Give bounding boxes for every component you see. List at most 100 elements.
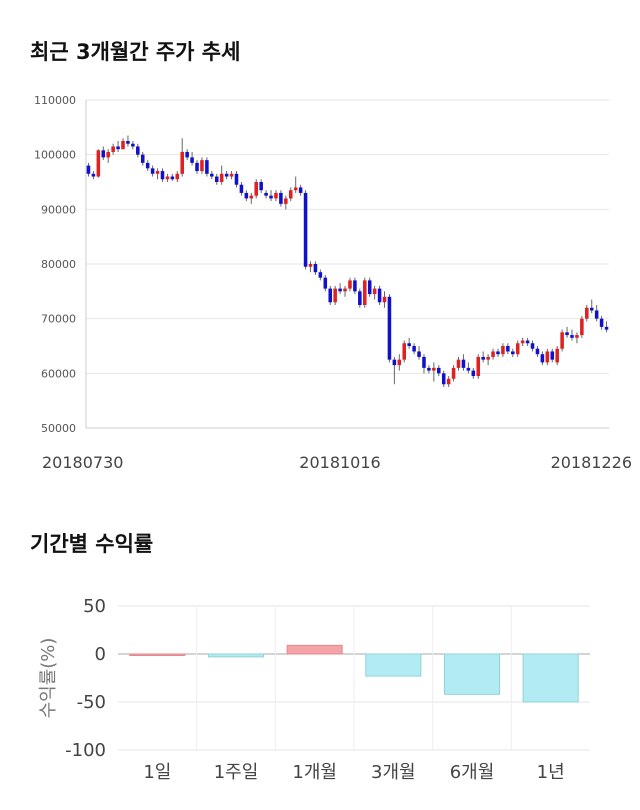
candle-body [604, 326, 609, 330]
candle-body [269, 195, 273, 199]
candle-body [456, 359, 461, 368]
candle-body [432, 367, 436, 371]
candle-body [200, 160, 204, 172]
candle-body [229, 173, 234, 177]
candle-body [140, 154, 145, 163]
candle-body [91, 173, 96, 177]
candle-body [333, 288, 337, 303]
x-tick-label: 20181016 [299, 453, 380, 472]
candle-body [165, 176, 170, 180]
candle-body [402, 343, 407, 360]
candle-body [284, 198, 288, 204]
candle-body [471, 370, 476, 377]
candle-body [249, 195, 254, 199]
candle-body [175, 173, 180, 180]
candle-body [486, 356, 490, 360]
candle-body [353, 280, 357, 292]
y-tick-label: 0 [95, 644, 106, 665]
candle-body [348, 280, 352, 289]
candle-body [530, 343, 535, 349]
candle-body [308, 264, 313, 267]
candle-body [461, 359, 466, 368]
candle-body [170, 176, 175, 180]
candle-body [205, 160, 209, 174]
x-tick-label: 20180730 [42, 453, 123, 472]
candle-body [422, 356, 426, 368]
candle-body [481, 356, 485, 360]
candle-body [343, 288, 347, 292]
candle-body [86, 165, 91, 174]
candle-body [476, 356, 481, 377]
candle-body [599, 318, 604, 327]
candle-body [323, 277, 328, 289]
candle-body [372, 288, 377, 295]
candle-body [338, 288, 342, 292]
candle-body [239, 184, 244, 193]
bar [286, 644, 343, 655]
candle-body [501, 346, 505, 355]
candle-body [116, 146, 120, 150]
candle-body [441, 373, 446, 385]
candle-body [131, 143, 135, 147]
candle-body [298, 187, 303, 193]
candle-body [446, 378, 451, 385]
candle-body [491, 351, 495, 357]
y-tick-label: 50000 [41, 422, 76, 435]
candle-body [313, 264, 318, 273]
x-tick-label: 1개월 [292, 762, 337, 783]
y-tick-label: 50 [83, 596, 106, 617]
candle-body [515, 343, 520, 355]
candle-body [550, 351, 555, 360]
candle-body [328, 288, 333, 303]
y-tick-label: 110000 [34, 94, 76, 107]
candle-body [367, 280, 372, 295]
y-tick-label: -50 [77, 692, 106, 713]
candle-body [279, 192, 283, 204]
candle-body [580, 318, 584, 336]
candle-body [155, 171, 160, 174]
candle-body [589, 307, 594, 311]
x-tick-label: 1일 [143, 762, 171, 783]
candle-body [303, 192, 308, 267]
bar [522, 653, 579, 703]
candle-body [560, 332, 564, 349]
candle-body [150, 168, 155, 174]
x-tick-label: 20181226 [551, 453, 632, 472]
candle-body [195, 162, 199, 172]
candle-body [318, 272, 323, 278]
candle-body [545, 351, 550, 363]
candle-body [451, 367, 456, 379]
candle-body [377, 288, 382, 303]
candle-body [387, 296, 392, 360]
candle-body [392, 359, 397, 366]
y-axis-label: 수익률(%) [38, 638, 59, 719]
candle-body [466, 367, 471, 371]
candle-body [362, 280, 367, 305]
candle-body [136, 146, 140, 155]
candle-body [565, 332, 569, 336]
candle-body [96, 150, 101, 177]
candle-body [224, 173, 229, 177]
candle-body [244, 192, 249, 199]
bar [129, 653, 186, 656]
period-return-title: 기간별 수익률 [30, 532, 154, 556]
bar [207, 653, 265, 658]
candle-body [525, 340, 530, 344]
candle-body [259, 182, 263, 191]
candle-body [511, 351, 515, 355]
candle-body [101, 150, 106, 158]
candle-body [190, 157, 194, 163]
candle-body [288, 190, 293, 199]
candle-body [585, 307, 589, 319]
candle-body [160, 171, 165, 180]
candle-body [437, 367, 441, 374]
stock-trend-title: 최근 3개월간 주가 추세 [30, 40, 241, 64]
candle-body [264, 192, 268, 196]
candle-body [407, 343, 411, 346]
bar [365, 653, 422, 677]
y-tick-label: 100000 [34, 149, 76, 162]
candle-body [427, 367, 431, 371]
candle-body [111, 146, 115, 152]
candle-body [496, 351, 500, 355]
